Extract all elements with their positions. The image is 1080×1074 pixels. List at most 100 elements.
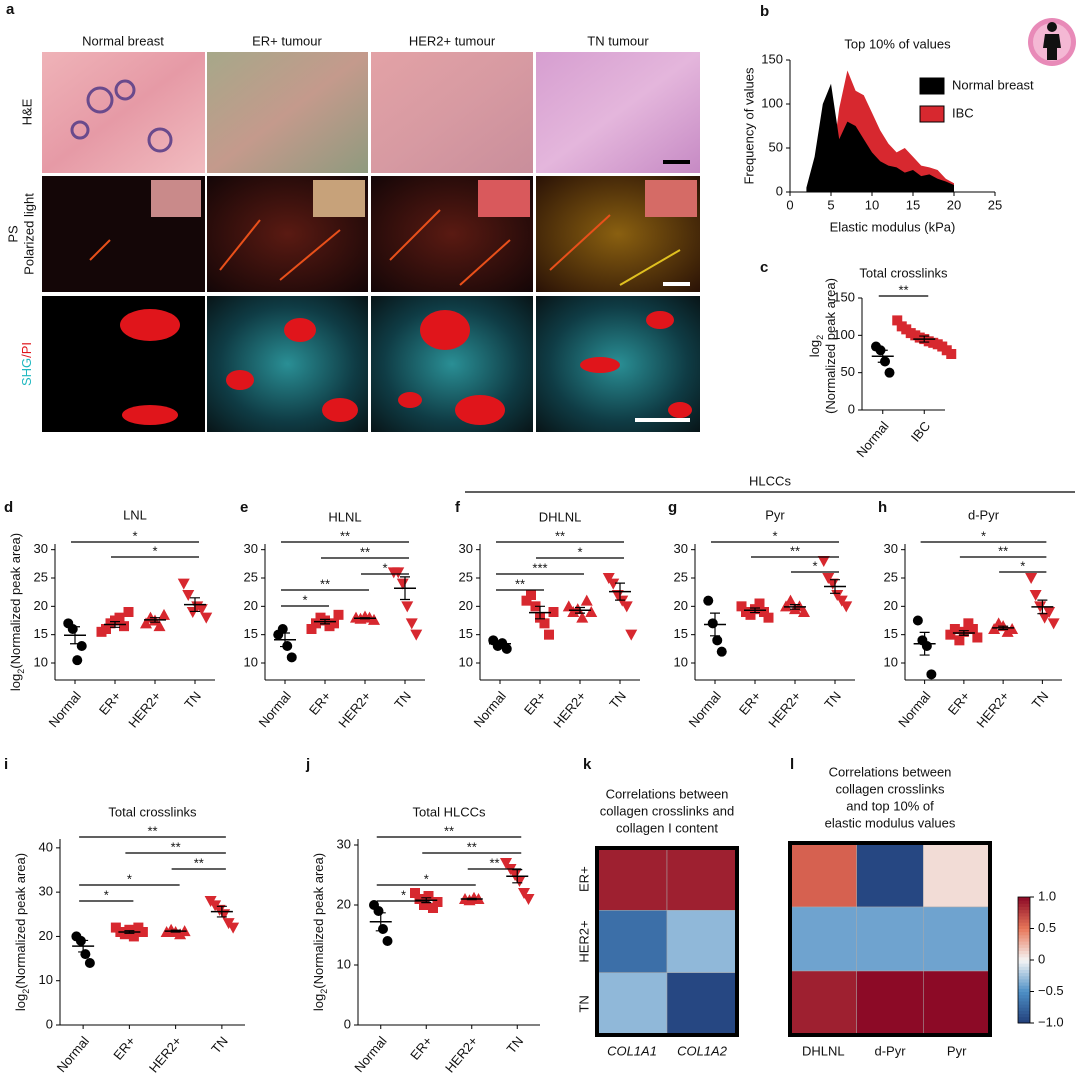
colorbar-segment: [1018, 909, 1030, 914]
point: [153, 620, 166, 632]
colorbar-segment: [1018, 1016, 1030, 1021]
point: [101, 624, 111, 634]
colorbar-segment: [1018, 972, 1030, 977]
point: [396, 578, 409, 590]
significance-label: **: [898, 282, 908, 297]
point: [405, 618, 418, 630]
point: [513, 876, 526, 887]
panel-label: d: [4, 499, 13, 516]
x-tick-label: HER2+: [550, 688, 589, 730]
point: [585, 606, 598, 617]
chart-title: and top 10% of: [846, 798, 934, 813]
heatmap-cell: [596, 972, 668, 1036]
point: [840, 601, 853, 613]
column-title: Normal breast: [82, 33, 164, 48]
x-tick-label: 10: [865, 197, 879, 212]
image: [42, 52, 205, 173]
error-bar: [78, 939, 89, 953]
y-tick-label: 15: [884, 626, 898, 641]
error-bar: [216, 905, 227, 918]
y-tick-label: 20: [244, 598, 258, 613]
y-tick-label: 10: [337, 956, 351, 971]
point: [716, 646, 727, 657]
row-label: TN: [576, 995, 591, 1012]
significance-label: **: [340, 528, 350, 543]
x-tick-label: ER+: [407, 1033, 435, 1062]
point: [798, 606, 810, 617]
colorbar-segment: [1018, 969, 1030, 974]
x-tick-label: Normal: [853, 418, 891, 460]
x-tick-label: ER+: [306, 688, 334, 717]
colorbar-segment: [1018, 937, 1030, 942]
point: [80, 949, 91, 960]
point: [124, 924, 135, 935]
error-bar: [375, 912, 386, 932]
point: [401, 601, 414, 613]
image: [207, 52, 368, 173]
colorbar-tick-label: 1.0: [1038, 888, 1056, 903]
x-tick-label: 20: [947, 197, 961, 212]
colorbar-tick-label: 0: [1038, 951, 1045, 966]
y-tick-label: 30: [39, 884, 53, 899]
colorbar-segment: [1018, 956, 1030, 961]
error-bar: [958, 630, 969, 636]
point: [227, 922, 240, 934]
point: [423, 891, 434, 901]
heatmap-cell: [923, 970, 991, 1036]
colorbar-segment: [1018, 960, 1030, 964]
y-axis-label: Frequency of values: [741, 67, 756, 185]
point: [880, 356, 890, 367]
point: [562, 600, 575, 612]
panel-label: l: [790, 756, 794, 773]
error-bar: [575, 606, 585, 614]
significance-label: *: [152, 543, 157, 558]
point: [784, 594, 797, 606]
x-tick-label: 25: [988, 197, 1002, 212]
point: [72, 655, 83, 666]
heatmap-cell: [856, 970, 924, 1036]
row-label: PS: [5, 225, 20, 243]
significance-label: **: [360, 544, 370, 559]
error-bar: [150, 617, 160, 623]
colorbar-tick-label: 0.5: [1038, 920, 1056, 935]
x-axis-label: Elastic modulus (kPa): [830, 219, 956, 234]
point: [780, 600, 792, 612]
shg-label: SHG: [19, 358, 34, 386]
point: [949, 624, 960, 634]
colorbar-segment: [1018, 922, 1030, 926]
error-bar: [830, 579, 840, 594]
y-tick-label: 0: [776, 183, 783, 198]
heatmap-cell: [666, 847, 738, 911]
point: [548, 607, 559, 617]
point: [501, 643, 512, 654]
y-tick-label: 20: [39, 928, 53, 943]
nuclei: [120, 309, 692, 425]
point: [602, 573, 615, 584]
area: [806, 83, 954, 192]
x-tick-label: HER2+: [125, 688, 164, 730]
colorbar-segment: [1018, 925, 1030, 929]
colorbar-segment: [1018, 915, 1030, 920]
significance-label: **: [194, 855, 204, 870]
point: [76, 641, 87, 651]
legend-swatch: [919, 77, 945, 95]
chart-title: elastic modulus values: [825, 815, 956, 830]
error-bar: [535, 605, 545, 620]
point: [378, 924, 388, 934]
heatmap-cell: [789, 906, 857, 972]
y-label-part: (Normalized peak area): [8, 533, 23, 669]
heatmap-cell: [923, 842, 991, 908]
significance-label: **: [147, 823, 157, 838]
significance-label: *: [424, 871, 429, 886]
error-bar: [790, 604, 800, 610]
chart-title: collagen crosslinks: [835, 781, 945, 796]
error-bar: [750, 607, 760, 614]
point: [1029, 590, 1042, 601]
significance-label: **: [320, 576, 330, 591]
significance-label: *: [812, 558, 817, 573]
colorbar-tick-label: −0.5: [1038, 983, 1064, 998]
legend-label: IBC: [952, 105, 974, 120]
point: [329, 618, 339, 629]
point: [712, 635, 723, 646]
colorbar-segment: [1018, 1013, 1030, 1018]
